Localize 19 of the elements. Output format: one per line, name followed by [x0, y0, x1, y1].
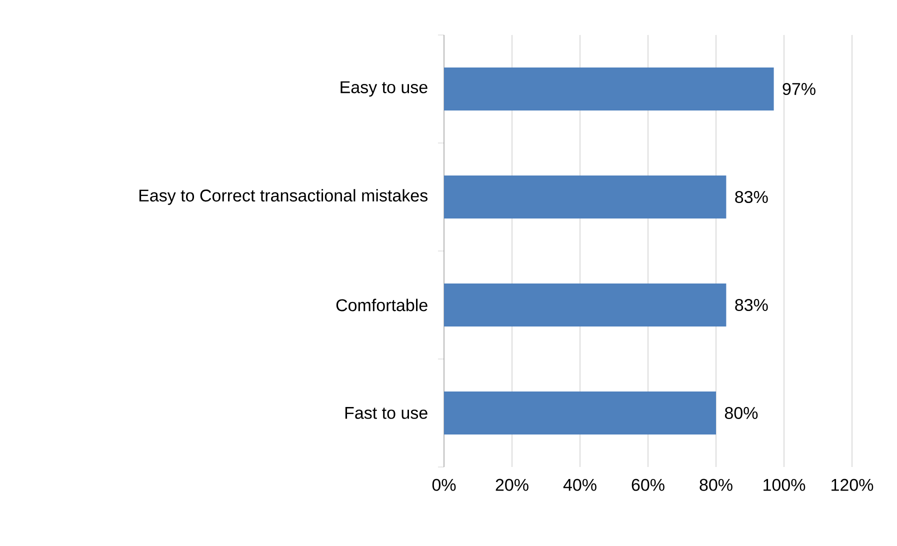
- bar: [444, 67, 774, 110]
- y-tick-label: Easy to Correct transactional mistakes: [139, 189, 428, 205]
- y-tick-label: Fast to use: [345, 407, 428, 419]
- data-label: 83%: [735, 298, 768, 312]
- x-tick-label: 40%: [563, 478, 596, 491]
- data-label: 83%: [735, 190, 768, 204]
- x-tick-label: 80%: [700, 478, 732, 491]
- data-label: 80%: [724, 406, 758, 420]
- x-tick-label: 120%: [832, 478, 874, 491]
- y-tick-label: Easy to use: [340, 81, 428, 97]
- data-label: 97%: [782, 82, 816, 96]
- y-tick-label: Comfortable: [336, 298, 428, 312]
- bar: [444, 175, 726, 218]
- x-tick-label: 0%: [432, 478, 456, 491]
- bar: [444, 284, 726, 326]
- bar: [444, 392, 716, 434]
- x-tick-label: 100%: [764, 478, 806, 491]
- x-tick-label: 20%: [496, 478, 528, 491]
- x-tick-label: 60%: [632, 478, 664, 491]
